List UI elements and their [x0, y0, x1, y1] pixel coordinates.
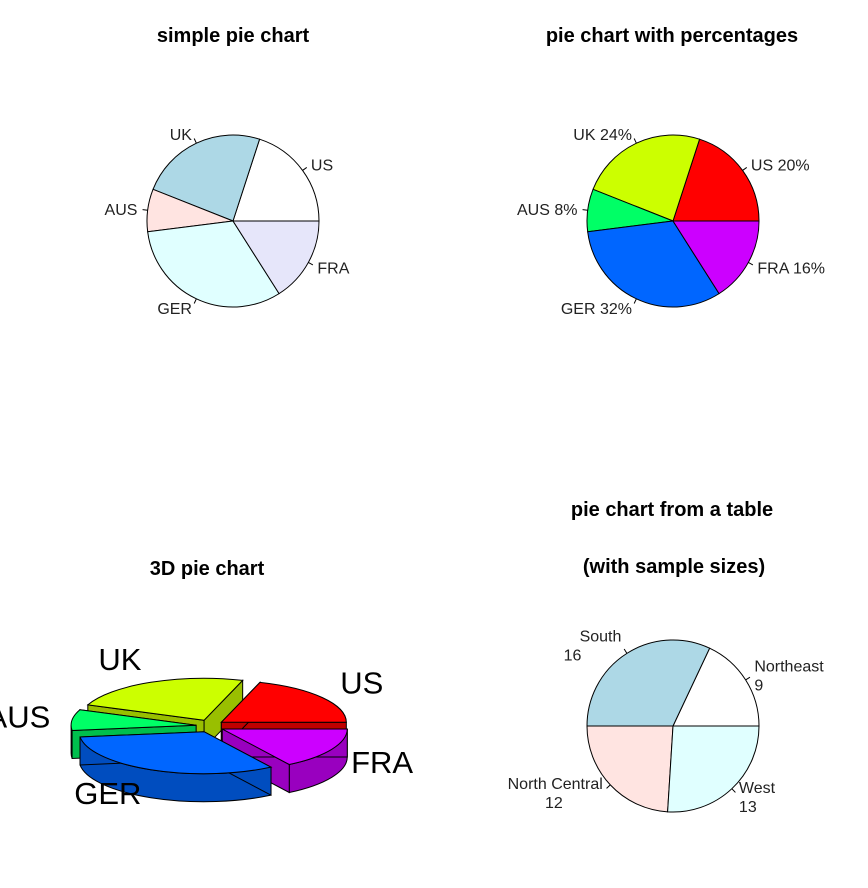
slice-label: West 13: [739, 780, 776, 816]
label-tick: [633, 298, 637, 304]
slice-label: UK: [170, 127, 193, 144]
label-tick: [582, 209, 588, 211]
pie-slice-west: [667, 725, 760, 813]
label-tick: [748, 261, 754, 266]
label-tick: [142, 209, 148, 211]
slice-label: GER 32%: [561, 301, 632, 318]
pie-slice-fra: [232, 220, 320, 295]
pie3d-top: [222, 728, 348, 766]
slice-label-count: 13: [739, 799, 757, 816]
pie3d-top: [70, 709, 197, 731]
label-tick: [606, 784, 611, 789]
pie-slice-fra-16: [672, 220, 760, 295]
slice-label: Northeast 9: [754, 658, 824, 694]
pie-slice-us: [232, 138, 320, 222]
pie3d-top: [86, 677, 244, 721]
label-tick: [302, 167, 308, 171]
slice-label-count: 16: [564, 648, 582, 665]
label-tick: [745, 676, 751, 681]
3d-pie-chart: 3D pie chart US UK AUS GER FRA: [0, 558, 413, 811]
label-tick: [633, 138, 637, 144]
label-tick: [731, 788, 736, 793]
slice-label-name: Northeast: [754, 658, 824, 675]
slice-label-count: 9: [754, 677, 763, 694]
slice-label: UK: [98, 642, 141, 677]
chart-title: pie chart with percentages: [546, 25, 798, 47]
slice-label: UK 24%: [573, 127, 632, 144]
slice-label: North Central 12: [508, 776, 603, 812]
simple-pie-chart: simple pie chart US UK AUS GER FRA: [105, 25, 350, 318]
pie-slices: Northeast 9 South 16 North Central 12 West 13: [508, 629, 825, 817]
slice-label: US: [311, 157, 333, 174]
pie3d-slice-fra: [221, 728, 348, 794]
chart-title: 3D pie chart: [150, 558, 265, 580]
slice-label: FRA: [317, 260, 349, 277]
pie-slices: US 20% UK 24% AUS 8% GER 32% FRA 16%: [517, 127, 825, 318]
slice-label: AUS: [0, 700, 50, 735]
slice-label-name: South: [580, 629, 622, 646]
pie-slice-south: [586, 639, 711, 727]
table-pie-chart: pie chart from a table (with sample size…: [508, 499, 825, 816]
chart-title: simple pie chart: [157, 25, 310, 47]
slice-label-count: 12: [545, 795, 563, 812]
chart-subtitle: (with sample sizes): [583, 556, 765, 578]
pie-slices: US UK AUS GER FRA: [0, 642, 413, 811]
pie-slice-north-central: [586, 725, 674, 813]
slice-label: US 20%: [751, 157, 810, 174]
slice-label-name: North Central: [508, 776, 603, 793]
slice-label-name: West: [739, 780, 776, 797]
slice-label: GER: [157, 301, 192, 318]
chart-title: pie chart from a table: [571, 499, 773, 521]
slice-label: US: [340, 665, 383, 700]
slice-label: AUS: [105, 202, 138, 219]
slice-label: South 16: [564, 629, 622, 665]
slice-label: FRA: [351, 745, 413, 780]
percentage-pie-chart: pie chart with percentages US 20% UK 24% A…: [517, 25, 825, 318]
pie3d-top: [220, 681, 347, 723]
pie3d-slice-ger: [79, 730, 273, 803]
slice-label: GER: [74, 776, 141, 811]
pie3d-top: [79, 731, 273, 775]
label-tick: [193, 298, 197, 304]
label-tick: [193, 138, 197, 144]
label-tick: [308, 261, 314, 266]
pie-slice-northeast: [672, 647, 760, 727]
label-tick: [623, 648, 628, 654]
label-tick: [742, 167, 748, 171]
pie-slices: US UK AUS GER FRA: [105, 127, 350, 318]
slice-label: FRA 16%: [757, 260, 825, 277]
slice-label: AUS 8%: [517, 202, 577, 219]
